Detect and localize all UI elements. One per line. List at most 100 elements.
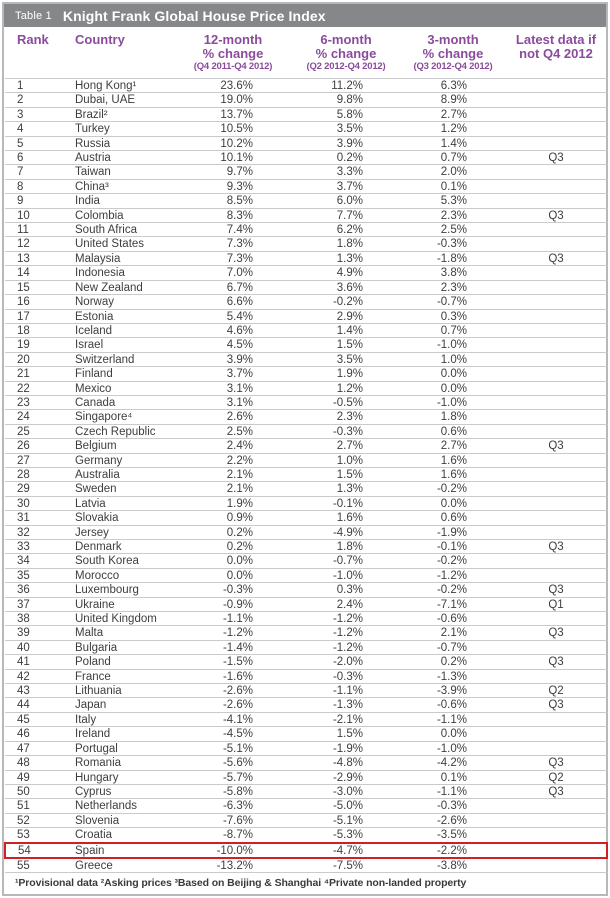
change-12m-cell: 2.5%	[175, 424, 291, 440]
change-3m-cell: 0.0%	[401, 381, 505, 396]
change-12m-cell: 4.6%	[175, 323, 291, 339]
country-cell: Denmark	[63, 539, 175, 555]
change-3m-cell: -0.2%	[401, 481, 505, 497]
change-3m-cell: 2.5%	[401, 222, 505, 238]
rank-cell: 10	[5, 208, 63, 224]
rank-cell: 42	[5, 669, 63, 685]
table-row: 13 Malaysia 7.3% 1.3% -1.8% Q3	[5, 251, 607, 267]
change-12m-cell: -0.3%	[175, 582, 291, 598]
rank-cell: 26	[5, 438, 63, 454]
latest-data-cell	[505, 409, 607, 425]
latest-data-cell	[505, 323, 607, 339]
change-6m-cell: 6.2%	[291, 222, 401, 238]
latest-data-cell	[505, 496, 607, 512]
change-12m-cell: 1.9%	[175, 496, 291, 512]
rank-cell: 25	[5, 424, 63, 440]
table-row: 55 Greece -13.2% -7.5% -3.8%	[5, 857, 607, 874]
change-3m-cell: -1.1%	[401, 712, 505, 728]
country-cell: Belgium	[63, 438, 175, 454]
rank-cell: 23	[5, 395, 63, 411]
change-12m-cell: -2.6%	[175, 697, 291, 713]
country-cell: Indonesia	[63, 265, 175, 281]
change-12m-cell: -6.3%	[175, 798, 291, 814]
change-6m-cell: 3.3%	[291, 164, 401, 180]
change-6m-cell: -7.5%	[291, 857, 401, 874]
country-cell: Croatia	[63, 827, 175, 844]
country-cell: Morocco	[63, 568, 175, 584]
table-row: 27 Germany 2.2% 1.0% 1.6%	[5, 453, 607, 468]
rank-cell: 46	[5, 726, 63, 742]
table-row: 6 Austria 10.1% 0.2% 0.7% Q3	[5, 150, 607, 166]
change-3m-cell: 2.7%	[401, 107, 505, 123]
latest-data-cell	[505, 366, 607, 382]
change-6m-cell: 1.5%	[291, 337, 401, 353]
latest-data-cell	[505, 640, 607, 656]
change-12m-cell: -7.6%	[175, 813, 291, 829]
change-6m-cell: -4.9%	[291, 525, 401, 541]
country-cell: Luxembourg	[63, 582, 175, 598]
rank-cell: 7	[5, 164, 63, 180]
column-header-12-month: 12-month % change (Q4 2011-Q4 2012)	[175, 27, 291, 79]
rank-cell: 51	[5, 798, 63, 814]
table-titlebar: Table 1 Knight Frank Global House Price …	[4, 4, 606, 27]
change-12m-cell: -13.2%	[175, 857, 291, 874]
rank-cell: 34	[5, 553, 63, 569]
change-6m-cell: -0.1%	[291, 496, 401, 512]
change-3m-cell: 2.3%	[401, 208, 505, 224]
latest-data-cell	[505, 265, 607, 281]
change-12m-cell: -4.1%	[175, 712, 291, 728]
table-row: 44 Japan -2.6% -1.3% -0.6% Q3	[5, 697, 607, 713]
table-row: 8 China³ 9.3% 3.7% 0.1%	[5, 179, 607, 195]
change-12m-cell: -10.0%	[216, 844, 253, 857]
rank-cell: 52	[5, 813, 63, 829]
change-12m-cell: 3.7%	[175, 366, 291, 382]
country-cell: Austria	[63, 150, 175, 166]
change-6m-cell: 2.4%	[291, 597, 401, 613]
table-row: 39 Malta -1.2% -1.2% 2.1% Q3	[5, 625, 607, 641]
change-3m-cell: -1.9%	[401, 525, 505, 541]
rank-cell: 12	[5, 236, 63, 252]
rank-cell: 1	[5, 78, 63, 94]
change-12m-cell: -1.5%	[175, 654, 291, 670]
country-cell: Brazil²	[63, 107, 175, 123]
table-row: 17 Estonia 5.4% 2.9% 0.3%	[5, 309, 607, 324]
rank-cell: 28	[5, 467, 63, 483]
latest-data-cell	[505, 553, 607, 569]
country-cell: Hungary	[63, 770, 175, 785]
rank-cell: 38	[5, 611, 63, 627]
change-12m-cell: -5.1%	[175, 741, 291, 757]
change-3m-cell: -1.2%	[401, 568, 505, 584]
change-6m-cell: -1.0%	[291, 568, 401, 584]
table-row: 19 Israel 4.5% 1.5% -1.0%	[5, 337, 607, 353]
country-cell: Russia	[63, 136, 175, 152]
latest-data-cell	[505, 453, 607, 468]
change-3m-cell: -1.0%	[401, 337, 505, 353]
change-12m-cell: 2.4%	[175, 438, 291, 454]
country-cell: Malta	[63, 625, 175, 641]
country-cell: Japan	[63, 697, 175, 713]
change-12m-cell: 0.2%	[175, 525, 291, 541]
latest-data-cell	[505, 222, 607, 238]
change-6m-cell: 2.9%	[291, 309, 401, 324]
latest-data-cell: Q3	[505, 150, 607, 166]
rank-cell: 14	[5, 265, 63, 281]
latest-data-cell: Q3	[505, 208, 607, 224]
table-number-label: Table 1	[15, 9, 52, 22]
rank-cell: 29	[5, 481, 63, 497]
rank-cell: 41	[5, 654, 63, 670]
country-cell: Italy	[63, 712, 175, 728]
country-cell: Ireland	[63, 726, 175, 742]
change-12m-cell: 23.6%	[175, 78, 291, 94]
rank-cell: 50	[5, 784, 63, 800]
table-row: 2 Dubai, UAE 19.0% 9.8% 8.9%	[5, 92, 607, 108]
change-3m-cell: -0.7%	[401, 640, 505, 656]
change-6m-cell: -2.1%	[291, 712, 401, 728]
change-12m-cell: 3.1%	[175, 395, 291, 411]
country-cell: Greece	[63, 857, 175, 874]
latest-data-cell	[505, 857, 607, 874]
table-row: 16 Norway 6.6% -0.2% -0.7%	[5, 294, 607, 310]
change-6m-cell: 1.4%	[291, 323, 401, 339]
country-cell: India	[63, 193, 175, 209]
rank-cell: 44	[5, 697, 63, 713]
change-6m-cell: 1.9%	[291, 366, 401, 382]
